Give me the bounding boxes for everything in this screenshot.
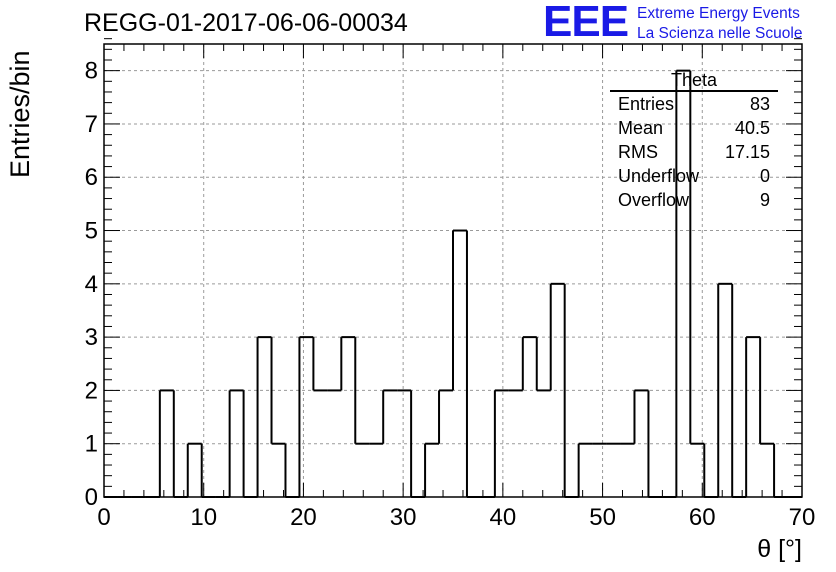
stats-row-underflow: Underflow 0: [610, 164, 778, 188]
histogram-bin: [521, 336, 537, 391]
x-tick-label: 10: [190, 504, 217, 531]
x-tick-label: 30: [390, 504, 417, 531]
histogram-bin: [452, 229, 467, 391]
histogram-bin: [493, 389, 509, 497]
y-tick-label: 7: [85, 111, 98, 138]
stats-label: Entries: [618, 94, 675, 114]
y-tick-label: 4: [85, 271, 98, 298]
stats-row-entries: Entries 83: [610, 92, 778, 116]
plot-frame: [103, 43, 803, 498]
histogram-bin: [312, 337, 328, 392]
stats-value: 17.15: [724, 142, 770, 162]
y-tick-label: 6: [85, 164, 98, 191]
x-tick-label: 60: [689, 504, 716, 531]
x-axis-label: θ [°]: [757, 535, 802, 563]
logo-caption-line1: Extreme Energy Events: [637, 5, 800, 22]
histogram-bin: [759, 337, 775, 445]
stats-label: Mean: [618, 118, 664, 138]
y-tick-label: 0: [85, 484, 98, 511]
x-tick-label: 20: [290, 504, 317, 531]
histogram-bin: [172, 390, 188, 498]
histogram-bin: [186, 442, 202, 497]
histogram-bin: [703, 443, 719, 498]
frame-rect: [103, 43, 803, 498]
histogram-bin: [382, 389, 398, 444]
x-tick-label: 0: [97, 504, 110, 531]
stats-label: RMS: [618, 142, 658, 162]
stats-label: Overflow: [618, 190, 690, 210]
stats-value: 83: [749, 94, 770, 114]
x-tick-label: 70: [789, 504, 816, 531]
histogram-bin: [675, 69, 691, 497]
eee-logo: EEE: [543, 0, 629, 46]
histogram-bin: [633, 389, 649, 444]
histogram-bin: [256, 336, 272, 497]
stats-label: Underflow: [618, 166, 700, 186]
stats-row-mean: Mean 40.5: [610, 116, 778, 140]
stats-row-overflow: Overflow 9: [610, 188, 778, 212]
y-tick-label: 1: [85, 431, 98, 458]
histogram-bin: [340, 336, 356, 391]
chart-title: REGG-01-2017-06-06-00034: [84, 9, 408, 37]
x-tick-label: 40: [490, 504, 517, 531]
y-tick-label: 8: [85, 58, 98, 85]
stats-row-rms: RMS 17.15: [610, 140, 778, 164]
x-tick-label: 50: [589, 504, 616, 531]
histogram-bin: [354, 337, 370, 445]
stats-box: Theta Entries 83 Mean 40.5 RMS 17.15 Und…: [610, 70, 778, 212]
histogram-bin: [438, 389, 453, 444]
histogram-bin: [689, 70, 705, 445]
histogram-bin: [535, 337, 551, 392]
histogram-bin: [424, 442, 440, 497]
histogram-bin: [773, 443, 789, 498]
stats-value: 40.5: [734, 118, 770, 138]
histogram-bin: [158, 389, 174, 497]
histogram-bin: [270, 337, 286, 445]
stats-value: 9: [759, 190, 770, 210]
histogram-bin: [549, 282, 565, 391]
y-axis-label: Entries/bin: [5, 50, 35, 178]
tick-labels: 0 10 20 30 40 50 60 70 0 1 2 3 4 5 6 7 8: [85, 58, 816, 531]
logo-caption-line2: La Scienza nelle Scuole: [637, 25, 803, 42]
y-tick-label: 5: [85, 218, 98, 245]
axis-ticks: [103, 38, 803, 498]
y-tick-label: 2: [85, 377, 98, 404]
stats-value: 0: [759, 166, 770, 186]
histogram-bin: [465, 230, 481, 498]
histogram-bin: [745, 336, 761, 497]
histogram-bin: [577, 442, 593, 497]
histogram-bin: [298, 336, 314, 497]
histogram-bin: [228, 389, 244, 497]
y-tick-label: 3: [85, 324, 98, 351]
histogram-bin: [717, 282, 733, 497]
logo-caption: Extreme Energy Events La Scienza nelle S…: [637, 4, 802, 44]
stats-title: Theta: [610, 70, 778, 92]
histogram-bin: [284, 443, 300, 498]
